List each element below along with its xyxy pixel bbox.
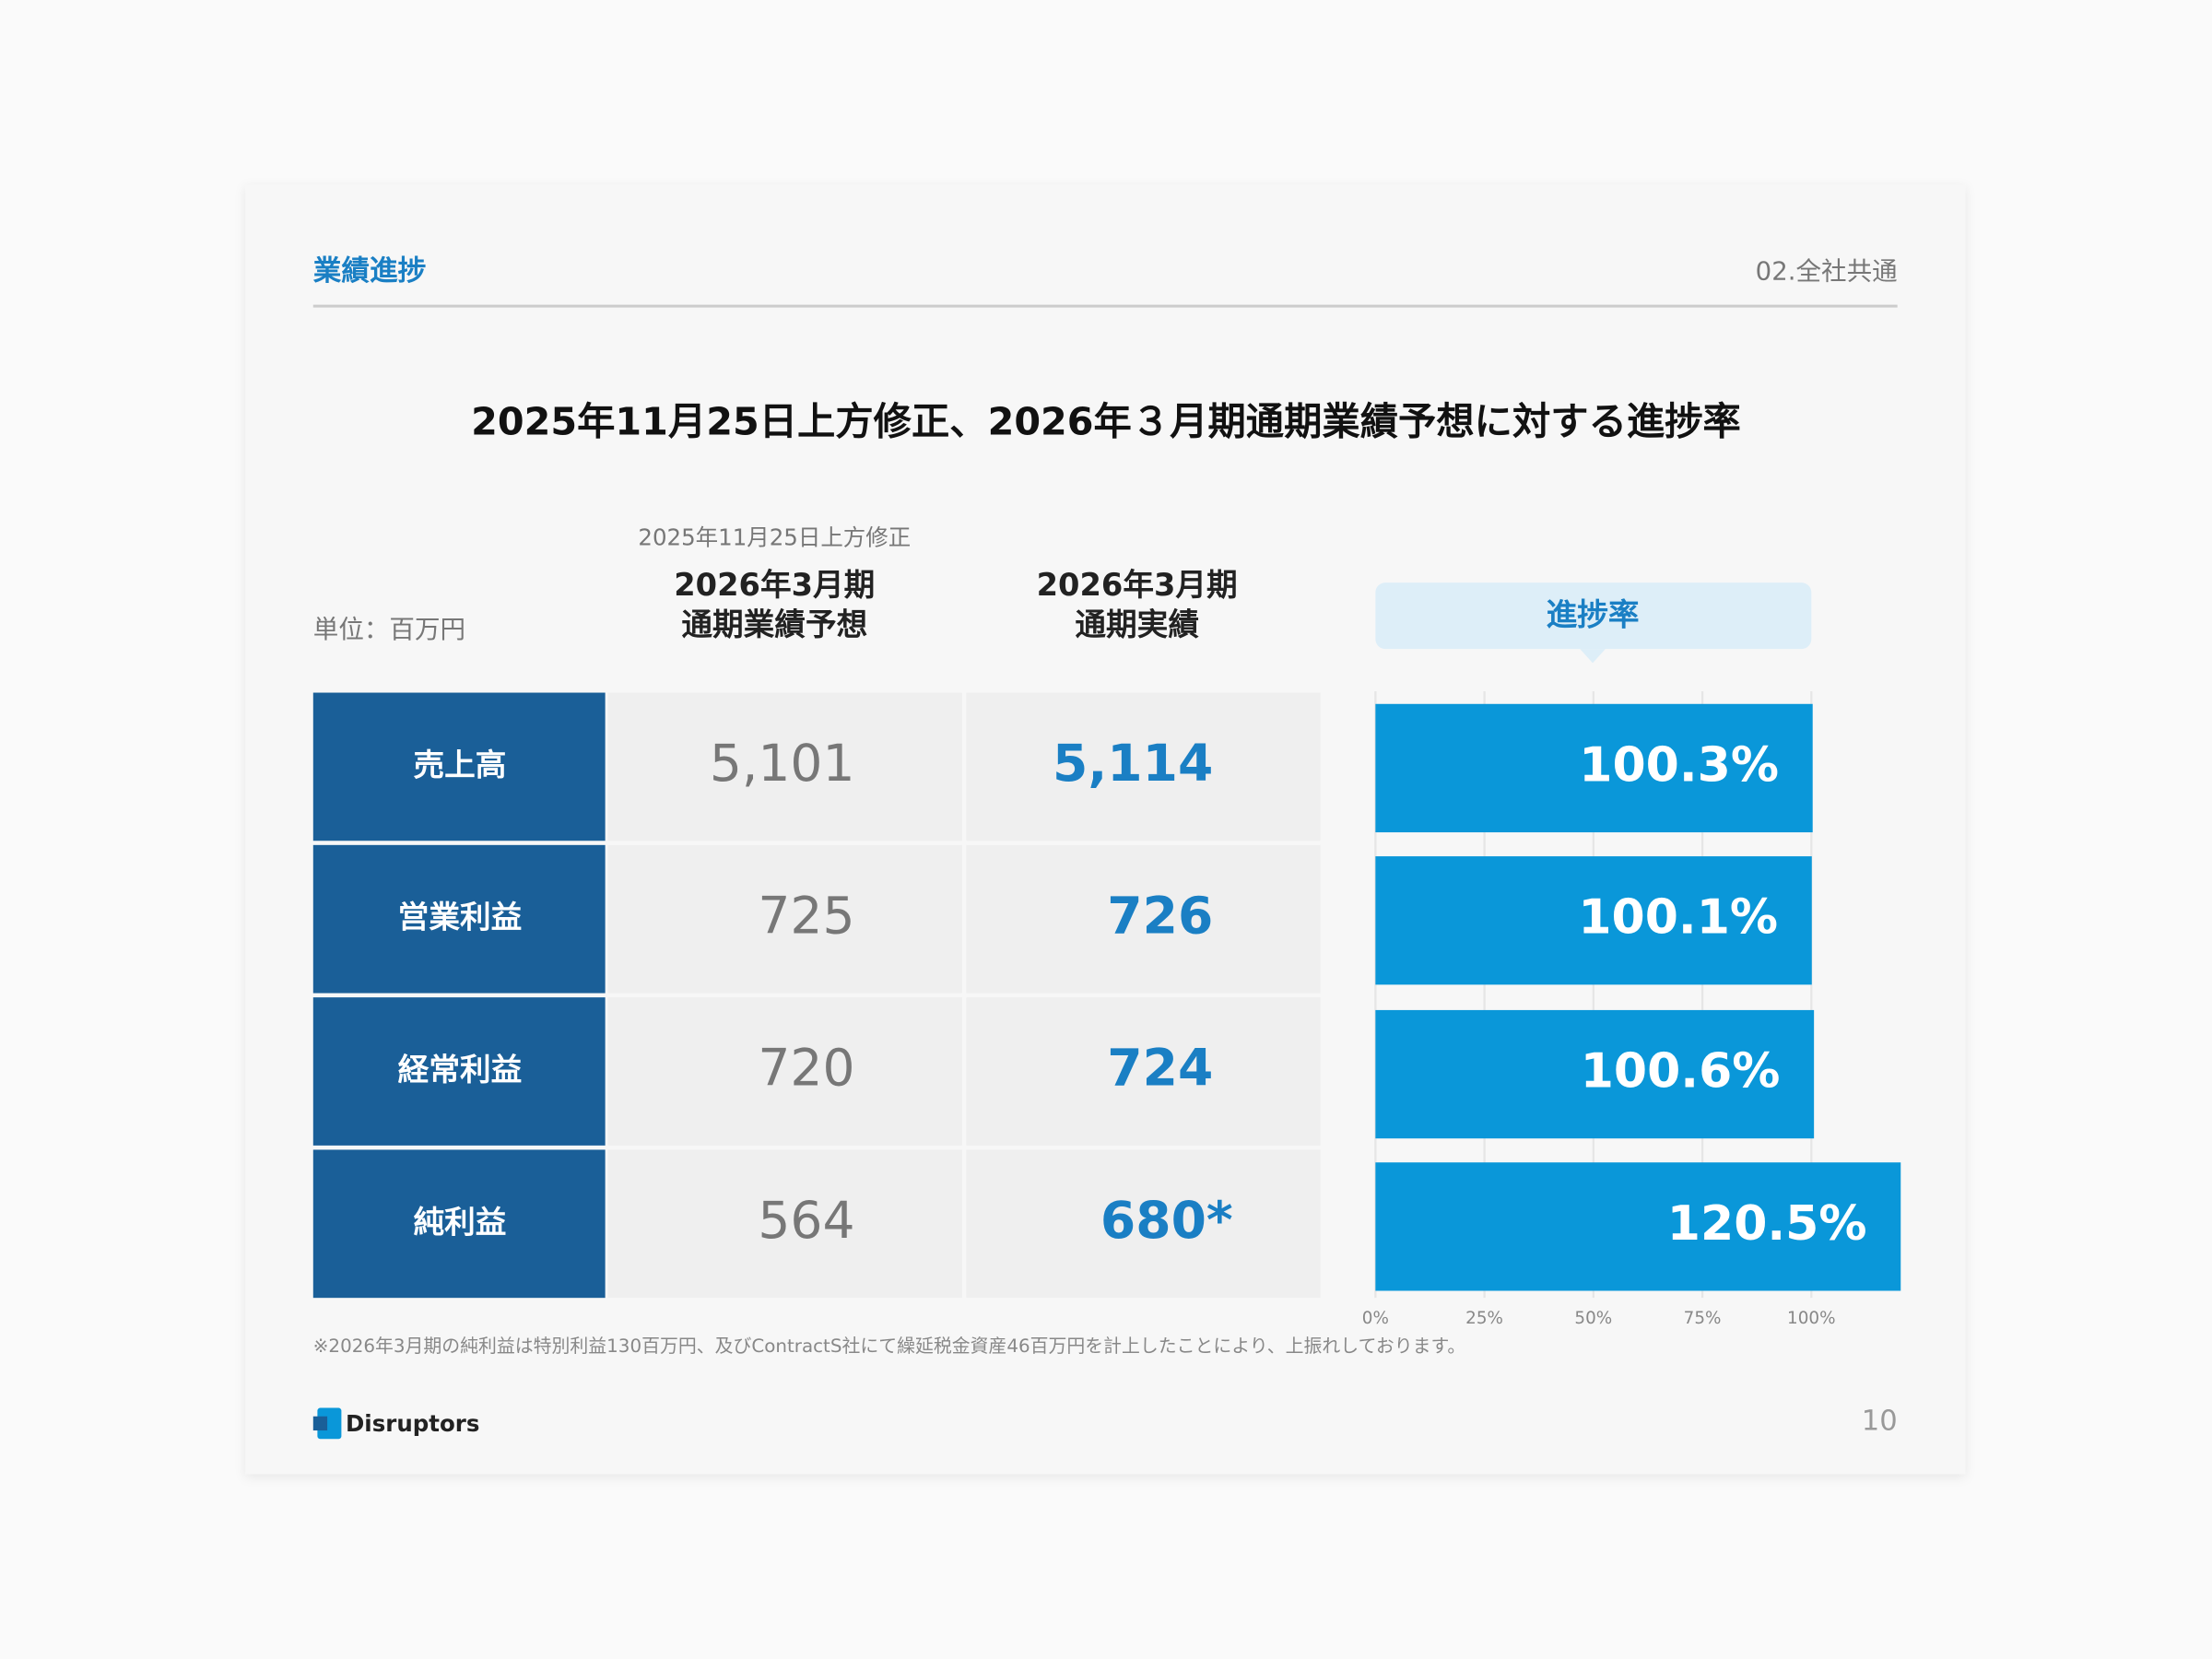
row-label: 営業利益 <box>398 900 523 935</box>
bar-label: 120.5% <box>1667 1196 1867 1252</box>
x-tick-label: 100% <box>1787 1309 1836 1328</box>
actual-value: 680* <box>1100 1191 1233 1250</box>
actual-cell <box>966 692 1321 841</box>
bar-label: 100.6% <box>1581 1044 1781 1100</box>
forecast-cell <box>607 692 962 841</box>
forecast-value: 564 <box>758 1191 854 1250</box>
forecast-value: 720 <box>758 1039 854 1098</box>
unit: 単位：百万円 <box>313 615 465 644</box>
title: 2025年11月25日上方修正、2026年３月期通期業績予想に対する進捗率 <box>471 400 1741 444</box>
forecast-cell <box>607 997 962 1146</box>
logo-icon <box>317 1407 342 1440</box>
x-tick-label: 50% <box>1574 1309 1612 1328</box>
row-label-cell <box>312 844 606 994</box>
row-label-cell <box>312 692 606 841</box>
column-note: 2025年11月25日上方修正 <box>638 524 911 551</box>
bar-label: 100.3% <box>1579 737 1779 793</box>
forecast-value: 5,101 <box>710 734 855 793</box>
bar-label: 100.1% <box>1578 890 1778 946</box>
section: 業績進捗 <box>313 255 426 288</box>
row-label-cell <box>312 1149 606 1299</box>
column-header: 2026年3月期 <box>674 567 875 603</box>
actual-value: 726 <box>1107 886 1213 945</box>
forecast-cell <box>607 844 962 994</box>
actual-cell <box>966 844 1321 994</box>
bar <box>1375 1009 1815 1139</box>
logo-icon-inner <box>312 1416 328 1431</box>
column-header: 通期業績予想 <box>681 606 867 642</box>
x-tick-label: 25% <box>1465 1309 1503 1328</box>
logo: Disruptors <box>346 1410 479 1437</box>
chart-title-pointer <box>1580 649 1606 664</box>
page-number: 10 <box>1862 1405 1898 1437</box>
column-header: 2026年3月期 <box>1037 567 1238 603</box>
row-label: 経常利益 <box>398 1052 523 1088</box>
row-label: 純利益 <box>413 1204 506 1240</box>
actual-value: 5,114 <box>1053 734 1213 793</box>
row-label-cell <box>312 997 606 1146</box>
row-label: 売上高 <box>413 747 506 782</box>
bar <box>1375 856 1812 985</box>
x-tick-label: 0% <box>1362 1309 1389 1328</box>
chapter: 02.全社共通 <box>1756 256 1898 286</box>
bar <box>1375 703 1813 833</box>
chart-title: 進捗率 <box>1547 596 1640 632</box>
actual-value: 724 <box>1107 1039 1213 1098</box>
column-header: 通期実績 <box>1075 606 1199 642</box>
actual-cell <box>966 997 1321 1146</box>
footnote: ※2026年3月期の純利益は特別利益130百万円、及びContractS社にて繰… <box>313 1335 1465 1357</box>
forecast-cell <box>607 1149 962 1299</box>
x-tick-label: 75% <box>1684 1309 1722 1328</box>
bar <box>1375 1162 1901 1291</box>
chart-title-box <box>1375 582 1812 650</box>
actual-cell <box>966 1149 1321 1299</box>
forecast-value: 725 <box>758 886 854 945</box>
